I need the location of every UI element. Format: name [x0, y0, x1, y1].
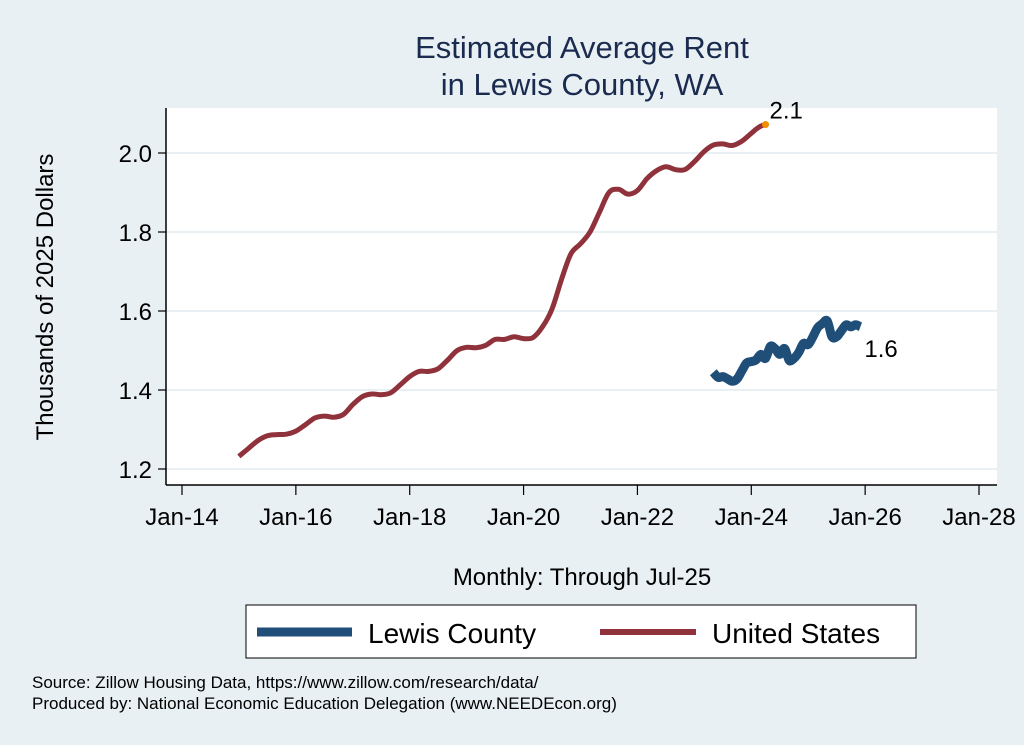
legend-box: [245, 604, 917, 659]
series-line-united-states: [237, 122, 767, 459]
source-note: Source: Zillow Housing Data, https://www…: [32, 673, 539, 692]
gridlines: [166, 152, 997, 470]
producer-note: Produced by: National Economic Education…: [32, 694, 617, 713]
x-tick-label: Jan-14: [145, 504, 218, 531]
y-tick-label: 1.4: [119, 378, 152, 405]
chart-title-line-2: in Lewis County, WA: [441, 67, 724, 102]
legend-label-lewis-county: Lewis County: [368, 618, 536, 649]
series-line-lewis-county: [709, 315, 863, 386]
chart-title-line-1: Estimated Average Rent: [415, 30, 749, 65]
x-axis: Jan-14 Jan-16 Jan-18 Jan-20 Jan-22 Jan-24 Jan-…: [145, 484, 1016, 531]
x-tick-label: Jan-16: [259, 504, 332, 531]
y-axis: 1.2 1.4 1.6 1.8 2.0: [119, 108, 167, 485]
y-axis-title: Thousands of 2025 Dollars: [32, 154, 59, 441]
x-tick-label: Jan-24: [715, 504, 788, 531]
legend-label-united-states: United States: [712, 618, 880, 649]
x-axis-title: Monthly: Through Jul-25: [453, 564, 711, 591]
y-tick-label: 1.6: [119, 299, 152, 326]
y-tick-label: 2.0: [119, 141, 152, 168]
plot-area: [166, 108, 997, 485]
end-marker-united-states: [762, 121, 770, 129]
x-tick-label: Jan-28: [942, 504, 1015, 531]
end-label-united-states: 2.1: [770, 98, 803, 125]
legend: Lewis County United States: [245, 604, 917, 659]
y-tick-label: 1.8: [119, 220, 152, 247]
x-tick-label: Jan-18: [373, 504, 446, 531]
end-label-lewis-county: 1.6: [864, 336, 897, 363]
x-tick-label: Jan-26: [828, 504, 901, 531]
series-layer: 2.1 1.6: [237, 98, 898, 459]
y-tick-label: 1.2: [119, 457, 152, 484]
x-tick-label: Jan-20: [487, 504, 560, 531]
x-tick-label: Jan-22: [601, 504, 674, 531]
